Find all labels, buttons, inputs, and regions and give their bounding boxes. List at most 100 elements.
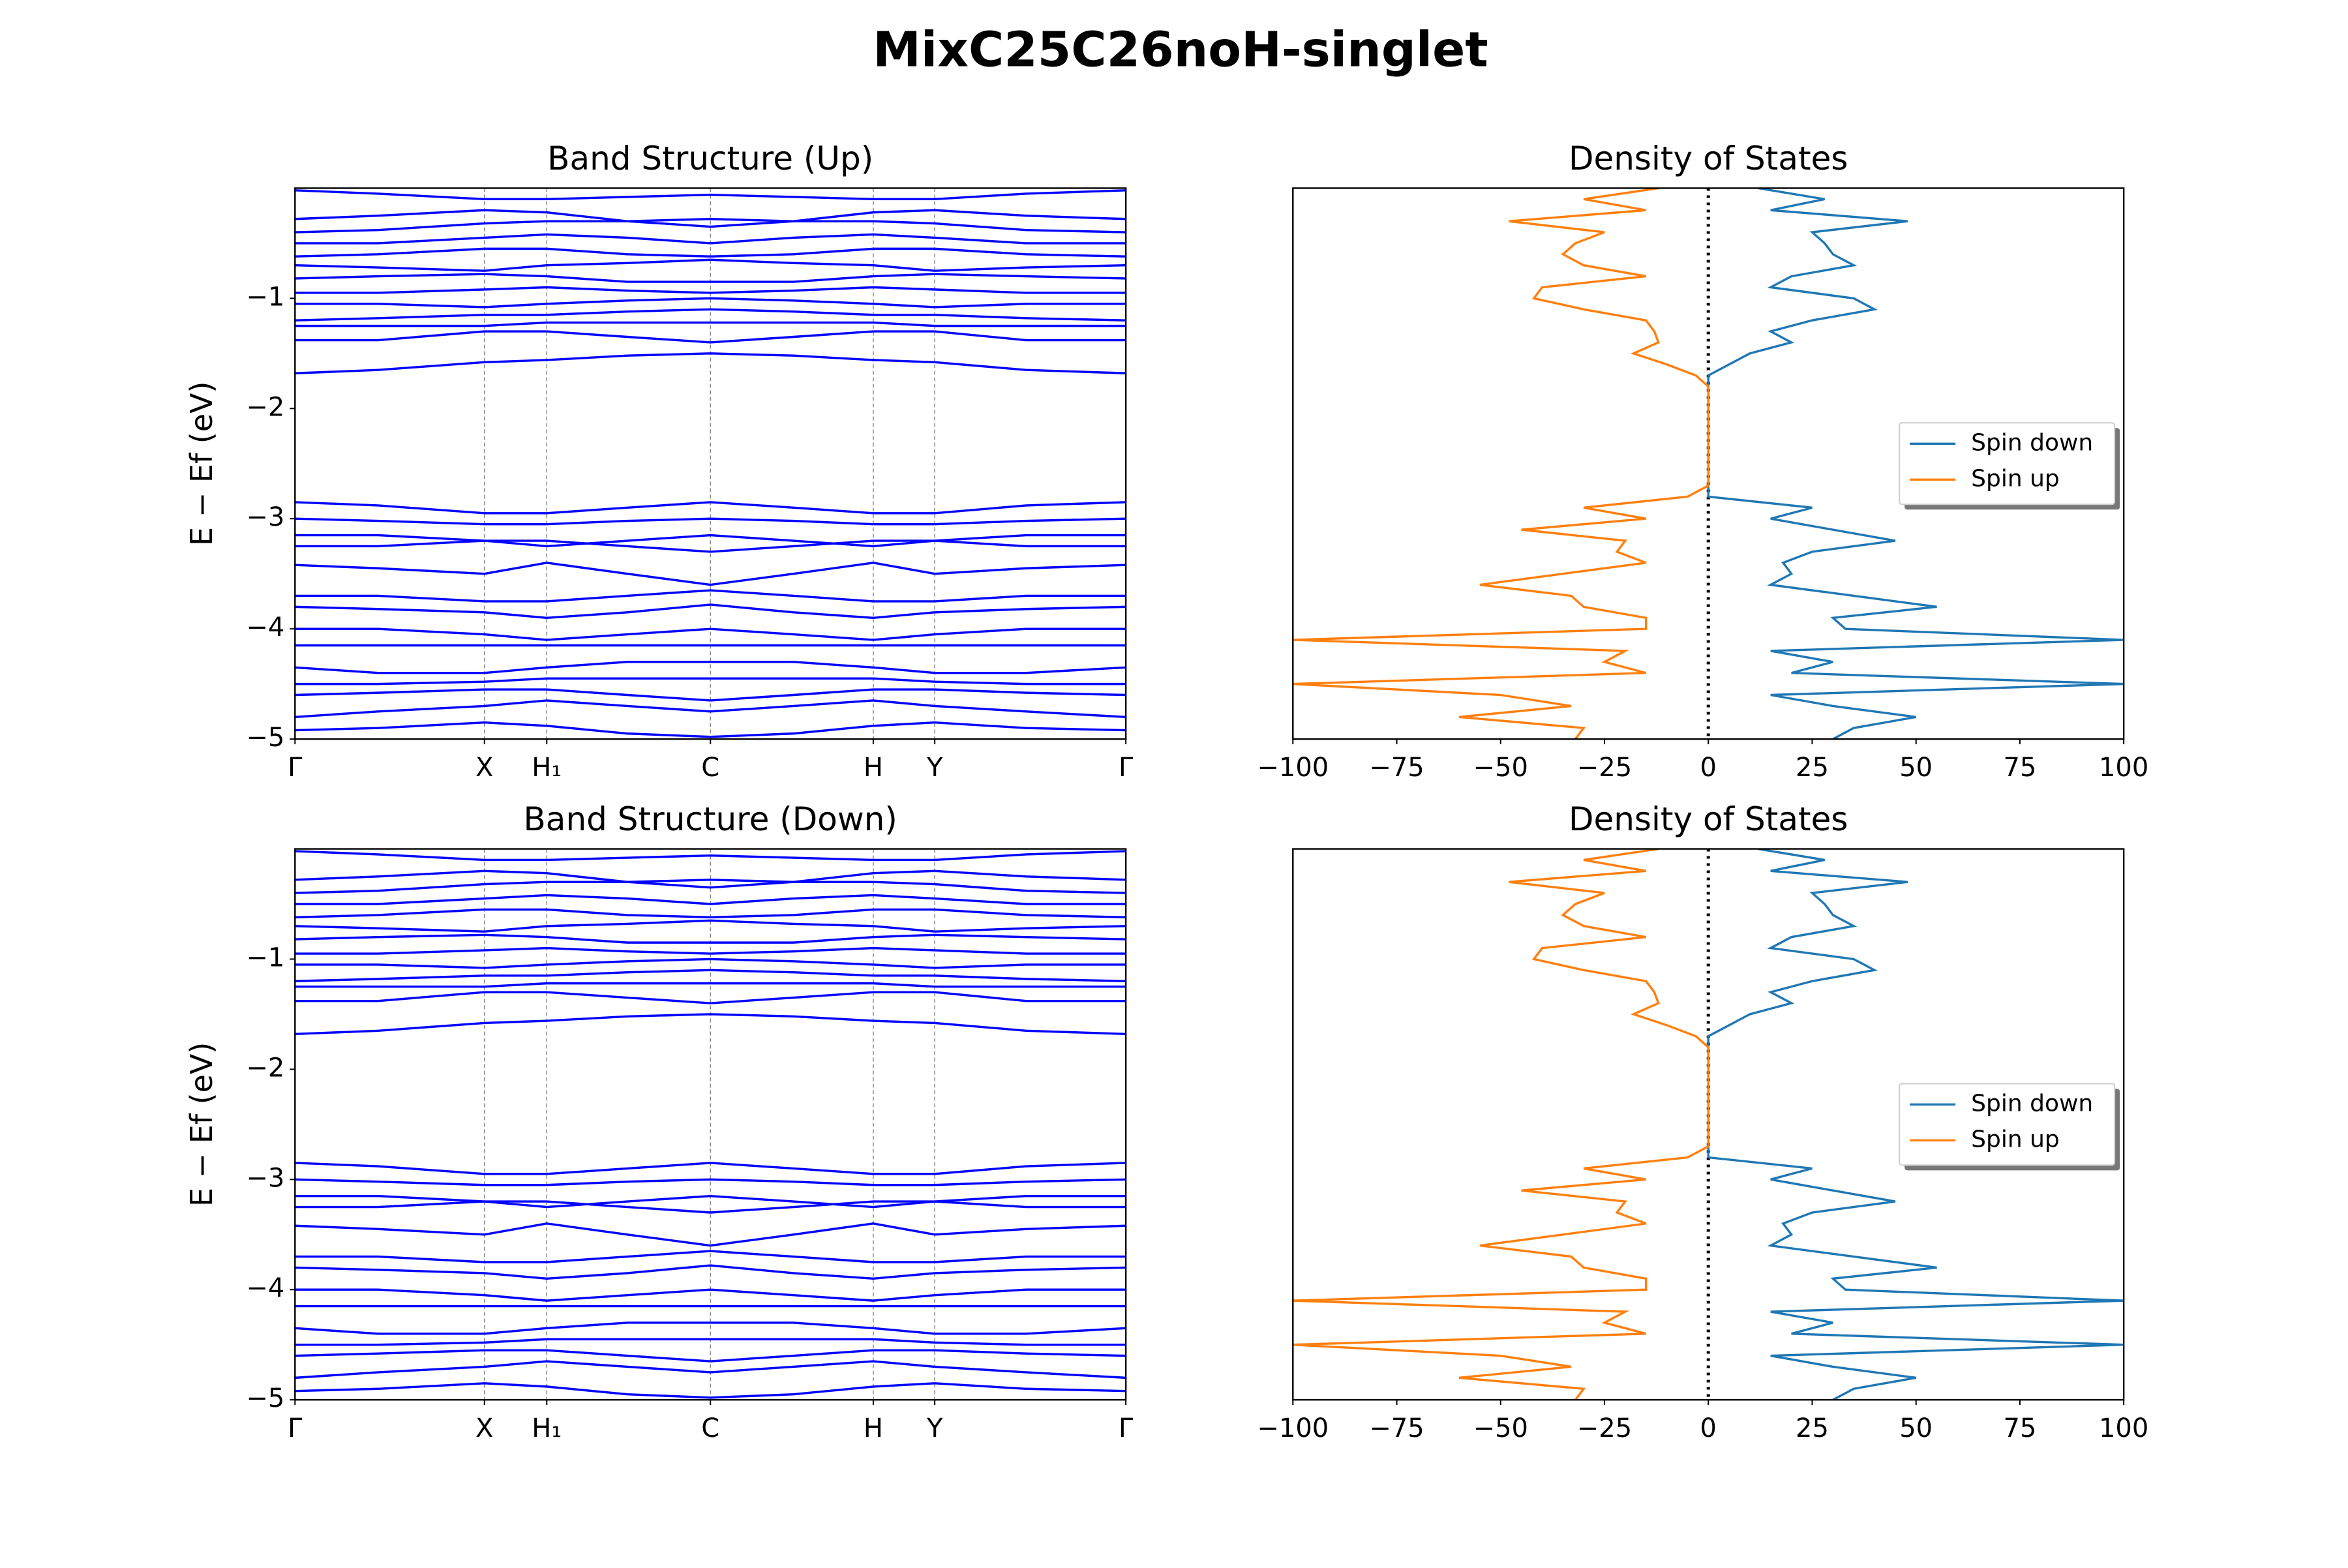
x-tick-label: 25 — [1796, 753, 1829, 783]
x-tick-label: C — [701, 753, 719, 783]
figure-title: MixC25C26noH-singlet — [873, 22, 1488, 78]
plot-area — [295, 849, 1126, 1400]
band-line — [295, 1338, 1126, 1346]
x-tick-label: Γ — [288, 753, 303, 783]
x-tick-label: −50 — [1473, 1413, 1528, 1443]
band-line — [295, 247, 1126, 258]
x-tick-label: Γ — [1119, 753, 1134, 783]
y-axis-label: E − Ef (eV) — [184, 1042, 219, 1207]
band-line — [295, 1162, 1126, 1175]
band-line — [295, 517, 1126, 526]
y-tick-label: −1 — [246, 942, 284, 972]
plot-area — [295, 188, 1126, 740]
x-tick-label: Γ — [1119, 1413, 1134, 1443]
band-line — [295, 1250, 1126, 1263]
band-line — [295, 321, 1126, 327]
band-line — [295, 933, 1126, 944]
x-tick-label: X — [475, 753, 493, 783]
band-line — [295, 957, 1126, 969]
axes-title: Band Structure (Up) — [547, 140, 873, 177]
band-line — [295, 627, 1126, 641]
band-line — [295, 534, 1126, 548]
band-line — [295, 286, 1126, 294]
x-tick-label: 100 — [2099, 753, 2148, 783]
band-line — [295, 562, 1126, 586]
band-line — [295, 894, 1126, 905]
band-line — [295, 539, 1126, 553]
dos-line — [1293, 849, 1709, 1400]
band-line — [295, 677, 1126, 686]
axes-title: Band Structure (Down) — [524, 800, 897, 838]
x-tick-label: H — [864, 1413, 883, 1443]
x-tick-label: −75 — [1369, 1413, 1424, 1443]
x-tick-label: 75 — [2003, 1413, 2036, 1443]
x-tick-label: 100 — [2099, 1413, 2148, 1443]
x-tick-label: −100 — [1257, 1413, 1329, 1443]
band-line — [295, 946, 1126, 955]
x-tick-label: −25 — [1577, 1413, 1632, 1443]
y-tick-label: −2 — [246, 1053, 284, 1083]
band-line — [295, 297, 1126, 309]
y-tick-label: −3 — [246, 1163, 284, 1193]
x-tick-label: Γ — [288, 1413, 303, 1443]
y-axis-label: E − Ef (eV) — [184, 382, 219, 546]
axes-title: Density of States — [1569, 800, 1848, 838]
band-line — [295, 330, 1126, 344]
band-line — [295, 352, 1126, 374]
x-tick-label: 0 — [1700, 753, 1717, 783]
band-line — [295, 1349, 1126, 1363]
y-tick-label: −3 — [246, 502, 284, 532]
band-line — [295, 273, 1126, 283]
x-tick-label: X — [475, 1413, 493, 1443]
x-tick-label: C — [701, 1413, 719, 1443]
x-tick-label: −50 — [1473, 753, 1528, 783]
band-line — [295, 1178, 1126, 1186]
y-tick-label: −5 — [246, 723, 284, 753]
band-line — [295, 308, 1126, 322]
x-tick-label: 0 — [1700, 1413, 1717, 1443]
axes-frame — [1292, 848, 2125, 1401]
y-tick-label: −4 — [246, 612, 284, 642]
legend-label: Spin up — [1971, 1126, 2060, 1153]
legend-label: Spin down — [1971, 1090, 2093, 1117]
band-line — [295, 233, 1126, 245]
band-line — [295, 1360, 1126, 1380]
x-tick-label: Y — [926, 753, 943, 783]
y-tick-label: −1 — [246, 282, 284, 312]
band-line — [295, 699, 1126, 718]
x-tick-label: 75 — [2003, 753, 2036, 783]
band-line — [295, 1013, 1126, 1036]
band-line — [295, 218, 1126, 234]
x-tick-label: 50 — [1899, 1413, 1933, 1443]
band-line — [295, 1194, 1126, 1209]
band-line — [295, 1382, 1126, 1399]
x-tick-label: −75 — [1369, 753, 1424, 783]
legend-label: Spin up — [1971, 465, 2060, 492]
band-line — [295, 661, 1126, 674]
x-tick-label: −25 — [1577, 753, 1632, 783]
band-line — [295, 991, 1126, 1004]
y-tick-label: −2 — [246, 392, 284, 422]
x-tick-label: H₁ — [532, 753, 562, 783]
axes-frame — [294, 187, 1127, 740]
band-line — [295, 908, 1126, 918]
band-line — [295, 1264, 1126, 1280]
y-tick-label: −5 — [246, 1383, 284, 1413]
band-line — [295, 209, 1126, 228]
axes-frame — [1292, 187, 2125, 740]
y-tick-label: −4 — [246, 1273, 284, 1303]
x-tick-label: 25 — [1796, 1413, 1829, 1443]
band-line — [295, 589, 1126, 603]
band-line — [295, 603, 1126, 619]
band-line — [295, 501, 1126, 515]
legend-label: Spin down — [1971, 429, 2093, 456]
band-line — [295, 189, 1126, 201]
band-line — [295, 982, 1126, 988]
band-line — [295, 919, 1126, 933]
band-line — [295, 969, 1126, 982]
plot-area — [1293, 849, 2124, 1400]
band-line — [295, 1321, 1126, 1335]
